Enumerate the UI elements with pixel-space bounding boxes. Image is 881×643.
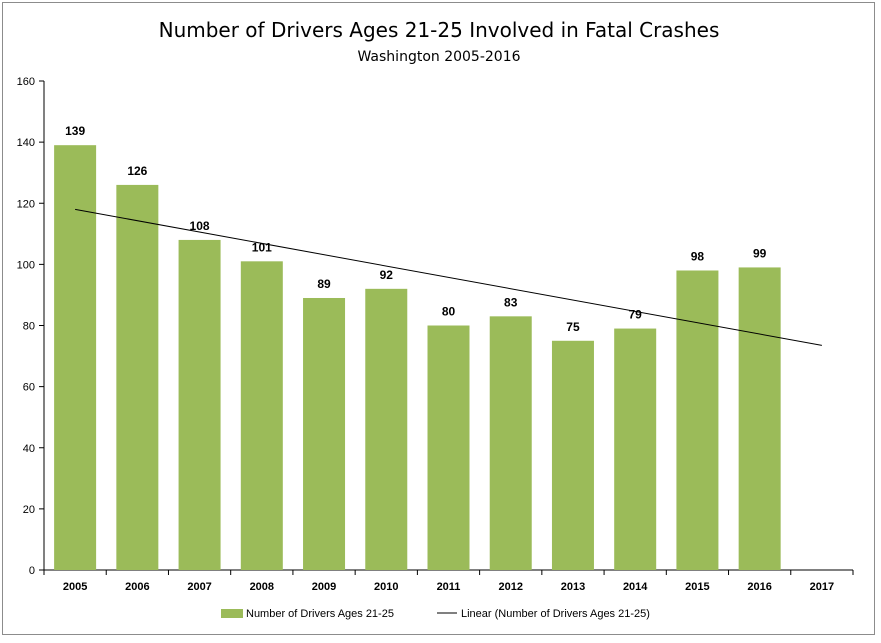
legend-label-trendline: Linear (Number of Drivers Ages 21-25)	[461, 608, 650, 620]
data-label: 108	[190, 219, 210, 233]
data-label: 126	[127, 164, 147, 178]
bar-series	[54, 145, 781, 571]
data-label: 98	[691, 249, 705, 263]
bar	[54, 145, 97, 570]
x-tick-label: 2013	[561, 581, 585, 593]
y-tick-label: 0	[29, 565, 35, 577]
x-tick-label: 2017	[810, 581, 834, 593]
data-label: 75	[566, 320, 580, 334]
bar	[676, 270, 719, 570]
bar	[365, 288, 408, 570]
data-label: 92	[380, 268, 394, 282]
legend-label-bars: Number of Drivers Ages 21-25	[246, 608, 394, 620]
data-label: 83	[504, 295, 518, 309]
y-tick-label: 100	[17, 259, 35, 271]
bar	[116, 184, 159, 570]
chart-title: Number of Drivers Ages 21-25 Involved in…	[159, 18, 720, 42]
x-tick-label: 2008	[250, 581, 274, 593]
bar	[738, 267, 781, 570]
y-axis: 0 20 40 60 80 100 120 140 160	[17, 76, 45, 577]
y-tick-label: 160	[17, 76, 35, 88]
y-tick-label: 120	[17, 198, 35, 210]
x-axis: 2005 2006 2007 2008 2009 2010 2011 2012 2013 2014…	[43, 569, 854, 593]
legend: Number of Drivers Ages 21-25 Linear (Num…	[221, 608, 650, 620]
y-tick-label: 40	[23, 443, 35, 455]
x-tick-label: 2011	[437, 581, 461, 593]
x-tick-label: 2005	[63, 581, 87, 593]
bar	[178, 239, 221, 571]
trendline-series	[75, 208, 822, 346]
legend-swatch-bars	[221, 609, 243, 618]
data-label: 80	[442, 305, 456, 319]
trendline	[75, 208, 822, 346]
x-tick-label: 2016	[747, 581, 771, 593]
x-tick-label: 2012	[498, 581, 522, 593]
bar	[240, 261, 283, 570]
bar	[614, 328, 657, 570]
bar	[303, 297, 346, 570]
bar	[427, 325, 470, 570]
x-tick-label: 2009	[312, 581, 336, 593]
x-tick-label: 2006	[125, 581, 149, 593]
x-tick-label: 2007	[187, 581, 211, 593]
data-label: 89	[317, 277, 331, 291]
y-tick-label: 140	[17, 137, 35, 149]
y-tick-label: 20	[23, 504, 35, 516]
data-label: 79	[629, 308, 643, 322]
data-label: 139	[65, 124, 85, 138]
data-label: 99	[753, 246, 767, 260]
bar	[551, 340, 594, 570]
y-tick-label: 80	[23, 321, 35, 333]
x-tick-label: 2014	[623, 581, 648, 593]
y-tick-label: 60	[23, 382, 35, 394]
chart-subtitle: Washington 2005-2016	[357, 49, 520, 65]
x-tick-label: 2010	[374, 581, 398, 593]
bar	[489, 316, 532, 570]
x-tick-label: 2015	[685, 581, 709, 593]
